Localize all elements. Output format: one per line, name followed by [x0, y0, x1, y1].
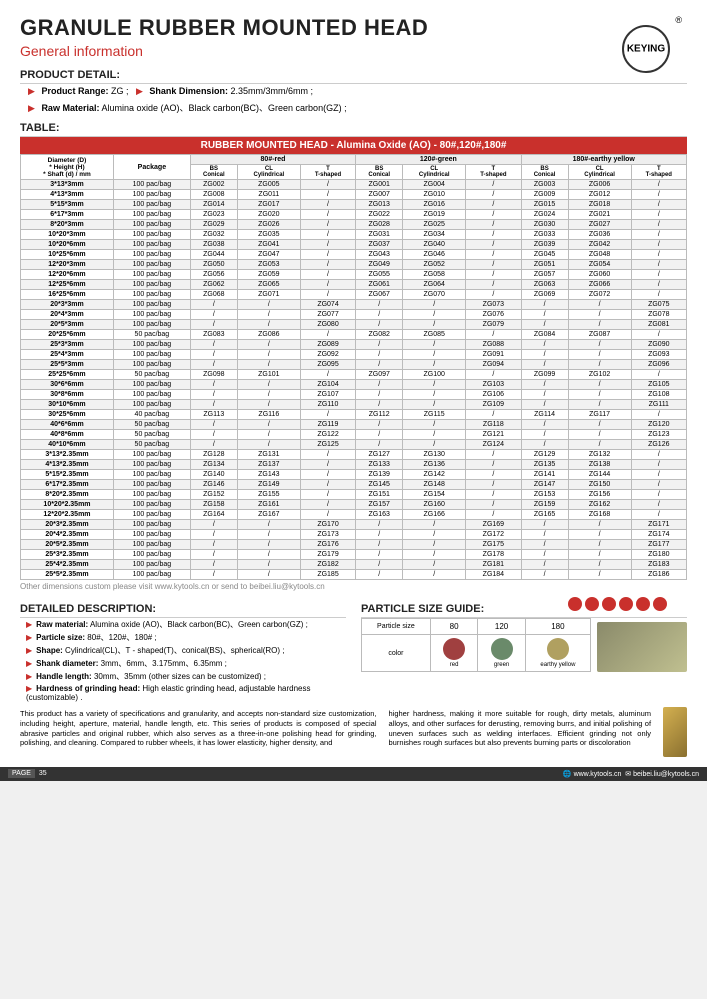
table-row: 25*5*3mm100 pac/bag//ZG095//ZG094//ZG096 [21, 360, 687, 370]
table-row: 40*8*6mm50 pac/bag//ZG122//ZG121//ZG123 [21, 430, 687, 440]
particle-table: Particle size80120180colorredgreenearthy… [361, 618, 591, 672]
product-photo-heads [597, 622, 687, 672]
feature-icons [568, 597, 667, 611]
table-row: 8*20*2.35mm100 pac/bagZG152ZG155/ZG151ZG… [21, 490, 687, 500]
table-row: 10*20*3mm100 pac/bagZG032ZG035/ZG031ZG03… [21, 230, 687, 240]
table-row: 12*20*2.35mm100 pac/bagZG164ZG167/ZG163Z… [21, 510, 687, 520]
table-row: 20*5*2.35mm100 pac/bag//ZG176//ZG175//ZG… [21, 540, 687, 550]
table-row: 20*4*3mm100 pac/bag//ZG077//ZG076//ZG078 [21, 310, 687, 320]
table-row: 12*25*6mm100 pac/bagZG062ZG065/ZG061ZG06… [21, 280, 687, 290]
table-title: RUBBER MOUNTED HEAD - Alumina Oxide (AO)… [20, 137, 687, 154]
table-row: 6*17*2.35mm100 pac/bagZG146ZG149/ZG145ZG… [21, 480, 687, 490]
desc-line: ▶Shank diameter: 3mm、6mm、3.175mm、6.35mm … [20, 657, 346, 670]
table-row: 5*15*3mm100 pac/bagZG014ZG017/ZG013ZG016… [21, 200, 687, 210]
table-row: 20*3*3mm100 pac/bag//ZG074//ZG073//ZG075 [21, 300, 687, 310]
brand-name: KEYING [627, 44, 665, 55]
table-row: 12*20*6mm100 pac/bagZG056ZG059/ZG055ZG05… [21, 270, 687, 280]
table-footnote: Other dimensions custom please visit www… [20, 582, 687, 591]
table-row: 40*6*6mm50 pac/bag//ZG119//ZG118//ZG120 [21, 420, 687, 430]
page-footer: PAGE 35 🌐 www.kytools.cn ✉ beibei.liu@ky… [0, 767, 707, 781]
table-row: 3*13*3mm100 pac/bagZG002ZG005/ZG001ZG004… [21, 180, 687, 190]
table-row: 30*25*6mm40 pac/bagZG113ZG116/ZG112ZG115… [21, 410, 687, 420]
page-subtitle: General information [20, 43, 687, 59]
section-desc: DETAILED DESCRIPTION: [20, 603, 346, 618]
table-row: 30*8*6mm100 pac/bag//ZG107//ZG106//ZG108 [21, 390, 687, 400]
triangle-icon: ▶ [28, 103, 35, 113]
detail-line-range: ▶ Product Range: ZG ; ▶ Shank Dimension:… [20, 84, 687, 99]
desc-line: ▶Raw material: Alumina oxide (AO)、Black … [20, 618, 346, 631]
section-table: TABLE: [20, 122, 687, 137]
page-title: GRANULE RUBBER MOUNTED HEAD [20, 15, 687, 41]
table-row: 30*6*6mm100 pac/bag//ZG104//ZG103//ZG105 [21, 380, 687, 390]
triangle-icon: ▶ [136, 86, 143, 96]
table-row: 12*20*3mm100 pac/bagZG050ZG053/ZG049ZG05… [21, 260, 687, 270]
table-row: 25*3*3mm100 pac/bag//ZG089//ZG088//ZG090 [21, 340, 687, 350]
table-row: 20*25*6mm50 pac/bagZG083ZG086/ZG082ZG085… [21, 330, 687, 340]
table-row: 40*10*6mm50 pac/bag//ZG125//ZG124//ZG126 [21, 440, 687, 450]
description-para-1: This product has a variety of specificat… [20, 709, 377, 757]
desc-line: ▶Handle length: 30mm、35mm (other sizes c… [20, 670, 346, 683]
table-row: 10*25*6mm100 pac/bagZG044ZG047/ZG043ZG04… [21, 250, 687, 260]
table-row: 25*5*2.35mm100 pac/bag//ZG185//ZG184//ZG… [21, 570, 687, 580]
spec-table: Diameter (D) * Height (H) * Shaft (d) / … [20, 154, 687, 580]
table-row: 16*25*6mm100 pac/bagZG068ZG071/ZG067ZG07… [21, 290, 687, 300]
product-photo-block [663, 707, 687, 757]
desc-line: ▶Particle size: 80#、120#、180# ; [20, 631, 346, 644]
table-row: 25*3*2.35mm100 pac/bag//ZG179//ZG178//ZG… [21, 550, 687, 560]
table-row: 8*20*3mm100 pac/bagZG029ZG026/ZG028ZG025… [21, 220, 687, 230]
desc-line: ▶Shape: Cylindrical(CL)、T - shaped(T)、co… [20, 644, 346, 657]
brand-logo: ® KEYING [622, 15, 682, 75]
table-row: 5*15*2.35mm100 pac/bagZG140ZG143/ZG139ZG… [21, 470, 687, 480]
description-para-2: higher hardness, making it more suitable… [389, 709, 652, 757]
table-row: 20*4*2.35mm100 pac/bag//ZG173//ZG172//ZG… [21, 530, 687, 540]
table-row: 10*20*6mm100 pac/bagZG038ZG041/ZG037ZG04… [21, 240, 687, 250]
table-row: 25*4*3mm100 pac/bag//ZG092//ZG091//ZG093 [21, 350, 687, 360]
table-row: 20*5*3mm100 pac/bag//ZG080//ZG079//ZG081 [21, 320, 687, 330]
table-row: 4*13*3mm100 pac/bagZG008ZG011/ZG007ZG010… [21, 190, 687, 200]
detail-line-raw: ▶ Raw Material: Alumina oxide (AO)、Black… [20, 99, 687, 116]
section-detail: PRODUCT DETAIL: [20, 69, 687, 84]
triangle-icon: ▶ [28, 86, 35, 96]
table-row: 10*20*2.35mm100 pac/bagZG158ZG161/ZG157Z… [21, 500, 687, 510]
table-row: 6*17*3mm100 pac/bagZG023ZG020/ZG022ZG019… [21, 210, 687, 220]
table-row: 25*4*2.35mm100 pac/bag//ZG182//ZG181//ZG… [21, 560, 687, 570]
catalog-page: ® KEYING GRANULE RUBBER MOUNTED HEAD Gen… [0, 0, 707, 767]
table-row: 4*13*2.35mm100 pac/bagZG134ZG137/ZG133ZG… [21, 460, 687, 470]
desc-line: ▶Hardness of grinding head: High elastic… [20, 683, 346, 703]
table-row: 30*10*6mm100 pac/bag//ZG110//ZG109//ZG11… [21, 400, 687, 410]
table-row: 25*25*6mm50 pac/bagZG098ZG101/ZG097ZG100… [21, 370, 687, 380]
table-row: 20*3*2.35mm100 pac/bag//ZG170//ZG169//ZG… [21, 520, 687, 530]
table-row: 3*13*2.35mm100 pac/bagZG128ZG131/ZG127ZG… [21, 450, 687, 460]
